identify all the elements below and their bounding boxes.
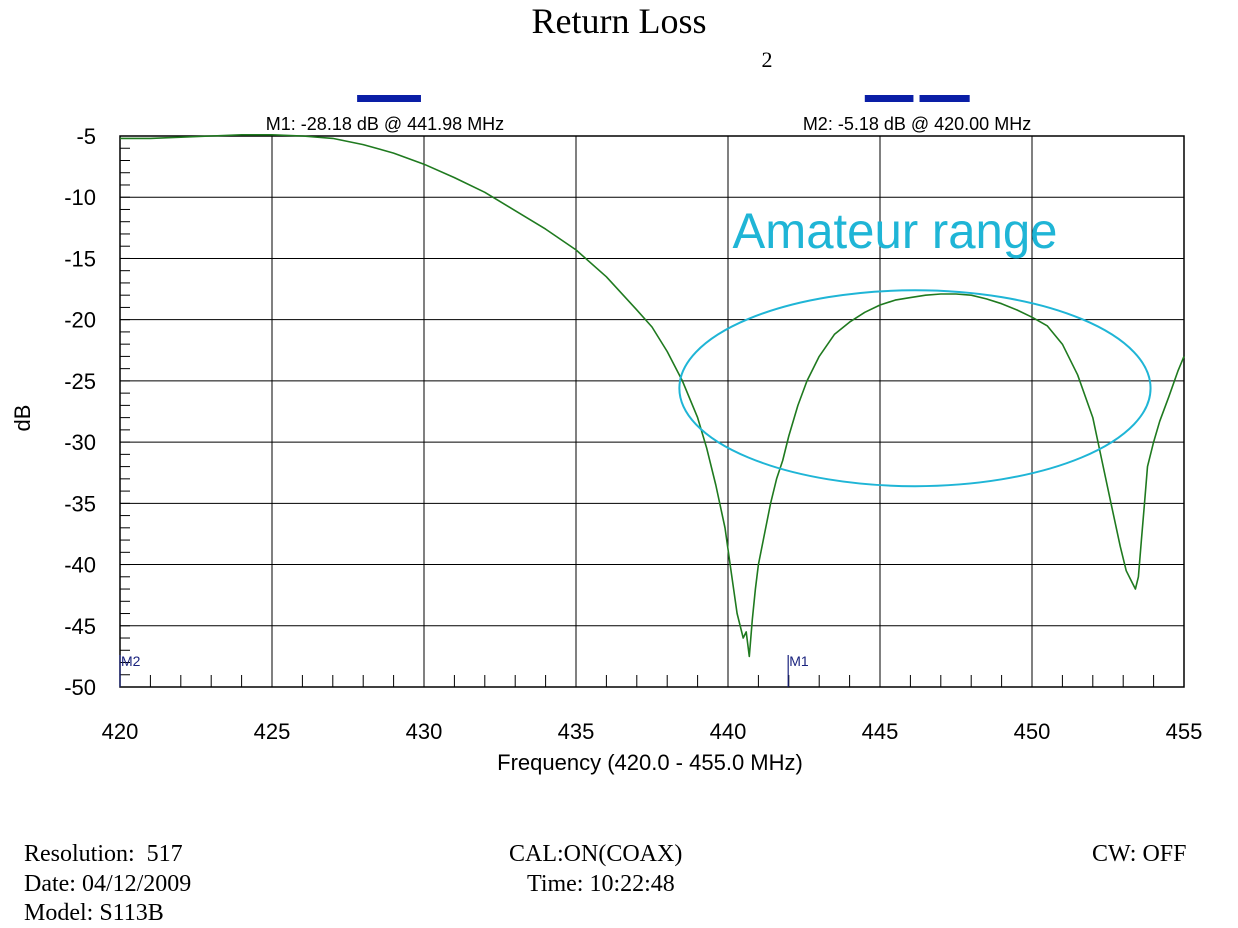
band-bar-2 — [864, 95, 914, 102]
x-tick-label: 425 — [254, 719, 291, 744]
marker-tag-m2: M2 — [121, 653, 141, 669]
x-tick-labels: 420 425 430 435 440 445 450 455 — [102, 719, 1203, 744]
band-bar-1 — [357, 95, 421, 102]
marker-lines: M1 M2 — [119, 653, 809, 687]
y-tick-label: -50 — [64, 675, 96, 700]
y-tick-label: -45 — [64, 614, 96, 639]
return-loss-trace — [120, 134, 1185, 658]
y-tick-label: -10 — [64, 185, 96, 210]
y-tick-label: -20 — [64, 308, 96, 333]
amateur-range-ellipse — [678, 289, 1152, 488]
annotation-group: Amateur range — [678, 203, 1152, 488]
footer-model: Model: S113B — [24, 900, 164, 926]
marker-m2-readout: M2: -5.18 dB @ 420.00 MHz — [803, 114, 1031, 134]
y-tick-label: -15 — [64, 246, 96, 271]
marker-m1-readout: M1: -28.18 dB @ 441.98 MHz — [266, 114, 504, 134]
plot-frame — [119, 135, 1185, 688]
x-tick-label: 435 — [558, 719, 595, 744]
band-bar-3 — [919, 95, 970, 102]
x-tick-label: 450 — [1014, 719, 1051, 744]
x-tick-label: 445 — [862, 719, 899, 744]
y-tick-labels: -5 -10 -15 -20 -25 -30 -35 -40 -45 -50 — [64, 124, 96, 700]
y-tick-label: -35 — [64, 491, 96, 516]
y-tick-label: -30 — [64, 430, 96, 455]
footer-resolution: Resolution: 517 — [24, 841, 183, 867]
amateur-range-label: Amateur range — [733, 203, 1058, 259]
marker-tag-m1: M1 — [789, 653, 809, 669]
band-bars — [357, 95, 970, 102]
x-tick-label: 440 — [710, 719, 747, 744]
y-tick-label: -5 — [76, 124, 96, 149]
x-tick-label: 420 — [102, 719, 139, 744]
series-group — [120, 134, 1185, 658]
x-tick-label: 430 — [406, 719, 443, 744]
footer-date: Date: 04/12/2009 — [24, 871, 192, 897]
grid-lines — [120, 136, 1184, 687]
y-tick-label: -25 — [64, 369, 96, 394]
y-axis-label: dB — [10, 405, 35, 432]
footer-cw: CW: OFF — [1092, 841, 1187, 867]
x-tick-label: 455 — [1166, 719, 1203, 744]
chart-title: Return Loss — [532, 1, 707, 41]
x-axis-label: Frequency (420.0 - 455.0 MHz) — [497, 750, 803, 775]
chart-subtitle: 2 — [762, 47, 773, 72]
y-tick-label: -40 — [64, 553, 96, 578]
footer-time: Time: 10:22:48 — [527, 871, 675, 897]
footer-cal: CAL:ON(COAX) — [509, 841, 683, 867]
